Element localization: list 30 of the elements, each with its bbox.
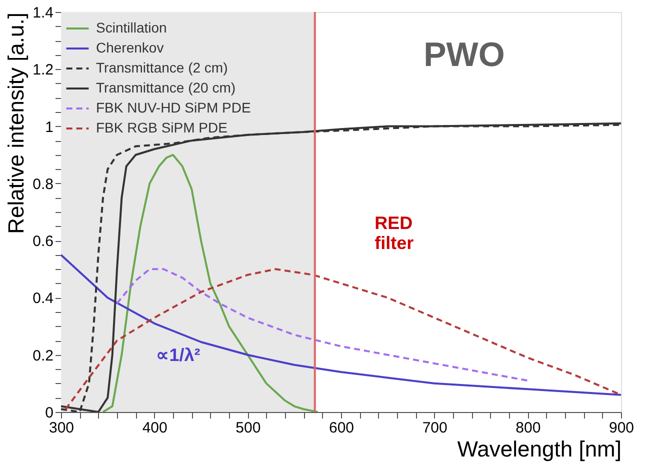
y-tick-label: 0.8 [32,176,54,193]
annotation: ∝1/λ² [156,345,200,365]
y-tick-label: 0.2 [32,347,54,364]
line-series [64,268,621,410]
legend-label: Transmittance (2 cm) [96,60,228,76]
x-tick-label: 400 [142,420,168,436]
legend-label: Scintillation [96,20,167,36]
legend-label: FBK RGB SiPM PDE [96,120,228,136]
legend-label: FBK NUV-HD SiPM PDE [96,100,251,116]
y-tick-label: 1.4 [32,4,54,22]
x-tick-label: 900 [608,420,634,436]
y-tick-label: 1 [45,118,54,136]
y-axis-title: Relative intensity [a.u.] [4,12,29,234]
x-tick-label: 700 [422,420,448,436]
legend-label: Cherenkov [96,40,164,56]
annotation: PWO [424,36,505,74]
line-series [102,154,319,412]
x-tick-label: 800 [516,420,541,436]
y-tick-label: 1.2 [32,62,54,79]
y-tick-label: 0 [45,404,54,422]
x-tick-label: 300 [48,420,74,436]
line-series [61,254,621,396]
line-series [116,268,529,382]
x-tick-label: 500 [236,420,261,436]
x-axis-title: Wavelength [nm] [457,436,622,462]
annotation: RED filter [374,213,414,253]
x-tick-label: 600 [328,420,354,436]
y-tick-label: 0.4 [32,290,54,308]
y-tick-label: 0.6 [32,233,54,250]
legend-label: Transmittance (20 cm) [96,80,236,96]
